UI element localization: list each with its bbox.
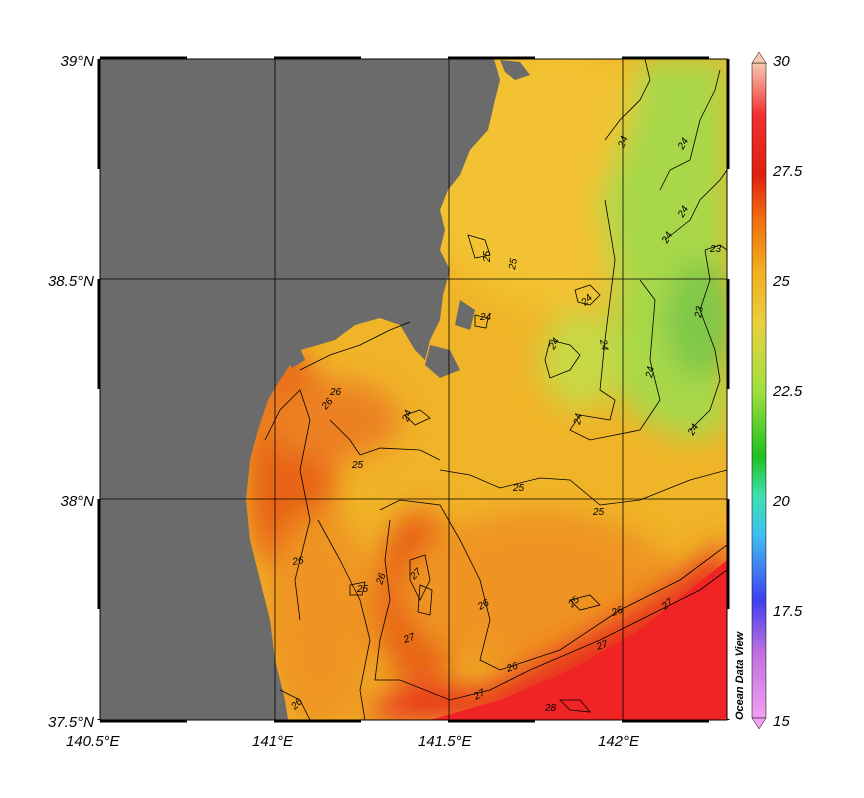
contour-label: 24 [660,230,676,246]
lat-tick-label: 39°N [60,53,94,70]
contour-label: 24 [644,365,657,379]
contour-label: 27 [401,632,417,647]
colorbar-tick-label: 22.5 [772,383,803,400]
lat-tick-label: 37.5°N [48,714,94,731]
contour-label: 26 [504,661,520,676]
contour-label: 24 [597,338,610,352]
contour-label: 25 [482,250,493,263]
colorbar-gradient [751,62,767,719]
contour-label: 24 [547,336,563,352]
contour-label: 25 [351,460,364,471]
land-mass [100,59,500,720]
contour-label: 24 [400,408,415,424]
lon-tick-label: 142°E [598,733,640,750]
contour-label: 25 [512,483,525,494]
map-frame [97,56,730,723]
colorbar-bottom-arrow [751,717,767,730]
lon-tick-label: 141°E [252,733,294,750]
isotherm-contours [264,59,727,720]
colorbar-tick-label: 30 [773,53,790,70]
contour-label: 26 [291,555,305,568]
contour-label: 23 [709,244,722,255]
lon-tick-label: 141.5°E [418,733,473,750]
colorbar-tick-label: 25 [772,273,790,290]
colorbar: 30 27.5 25 22.5 20 17.5 15 [751,51,803,730]
contour-label: 24 [572,412,585,426]
contour-label: 26 [374,571,389,587]
contour-label: 24 [676,136,692,152]
contour-label: 28 [544,703,557,714]
lat-tick-label: 38°N [60,493,94,510]
colorbar-tick-label: 17.5 [773,603,803,620]
contour-label: 25 [507,257,520,271]
lon-tick-label: 140.5°E [66,733,121,750]
contour-label: 27 [594,639,610,654]
colorbar-tick-label: 27.5 [772,163,803,180]
colorbar-tick-label: 20 [772,493,790,510]
latitude-labels: 39°N 38.5°N 38°N 37.5°N [48,53,94,731]
contour-label: 24 [479,312,492,323]
contour-label: 24 [616,134,631,150]
ocean-data-view-credit: Ocean Data View [734,630,746,720]
lat-tick-label: 38.5°N [48,273,94,290]
longitude-labels: 140.5°E 141°E 141.5°E 142°E [66,733,640,750]
contour-label: 26 [609,605,625,620]
contour-label: 26 [475,597,491,613]
contour-label: 25 [592,507,605,518]
contour-label: 25 [356,584,369,595]
contour-label: 24 [686,422,702,438]
colorbar-tick-label: 15 [773,713,790,730]
contour-label: 26 [329,387,342,398]
colorbar-top-arrow [751,51,767,64]
contour-label: 27 [471,687,487,703]
contour-label: 24 [676,204,692,220]
map-graticule [100,59,727,720]
sea-surface-temperature-field [100,59,727,720]
contour-label: 23 [693,305,706,319]
contour-labels: 24 24 24 24 23 23 25 25 24 24 24 24 24 2… [289,134,722,714]
